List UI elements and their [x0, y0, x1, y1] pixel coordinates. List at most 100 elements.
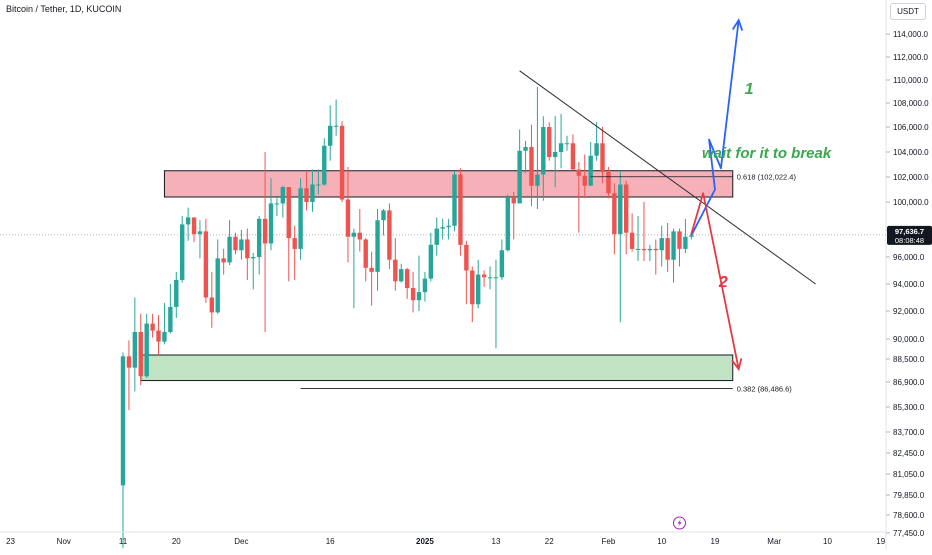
candle-body[interactable]	[541, 127, 546, 175]
price-axis[interactable]: 114,000.0 112,000.0 110,000.0 108,000.0 106,…	[885, 0, 929, 550]
candle-body[interactable]	[304, 188, 309, 202]
candle-body[interactable]	[156, 330, 161, 342]
candle-body[interactable]	[369, 267, 374, 272]
candle-body[interactable]	[665, 238, 670, 260]
candle-body[interactable]	[552, 152, 558, 157]
candle-body[interactable]	[239, 239, 244, 251]
scenario-2-path[interactable]	[690, 192, 740, 370]
resistance-zone[interactable]	[163, 170, 734, 198]
candle-body[interactable]	[422, 278, 428, 293]
candle-body[interactable]	[387, 210, 392, 260]
candle-body[interactable]	[470, 270, 475, 305]
candle-body[interactable]	[481, 274, 487, 278]
candle-body[interactable]	[180, 224, 185, 280]
candle-body[interactable]	[635, 248, 641, 250]
candle-body[interactable]	[150, 323, 155, 331]
candle-body[interactable]	[529, 147, 534, 186]
candle-body[interactable]	[523, 147, 528, 151]
candle-body[interactable]	[351, 232, 357, 237]
candle-body[interactable]	[262, 218, 268, 244]
candle-body[interactable]	[629, 232, 635, 249]
candle-body[interactable]	[594, 143, 599, 156]
candle-body[interactable]	[191, 217, 197, 235]
candle-body[interactable]	[487, 277, 493, 279]
candle-body[interactable]	[339, 125, 345, 200]
candle-body[interactable]	[393, 259, 398, 282]
candle-body[interactable]	[677, 231, 682, 249]
candle-body[interactable]	[399, 269, 404, 282]
candle-body[interactable]	[564, 143, 570, 145]
scenario-1-path[interactable]	[690, 20, 740, 236]
candle-body[interactable]	[126, 356, 132, 368]
candle-body[interactable]	[511, 197, 516, 204]
candle-body[interactable]	[588, 155, 593, 186]
candle-body[interactable]	[256, 218, 262, 257]
candle-body[interactable]	[292, 238, 297, 249]
candle-body[interactable]	[547, 127, 552, 157]
candle-body[interactable]	[251, 257, 256, 259]
candle-body[interactable]	[641, 248, 647, 251]
candle-body[interactable]	[375, 220, 380, 272]
candle-body[interactable]	[576, 169, 582, 176]
drawings-layer[interactable]: 0.618 (102,022.4) 0.382 (86,486.6)	[300, 18, 816, 393]
candle-body[interactable]	[274, 203, 280, 205]
candle-body[interactable]	[428, 244, 434, 279]
candle-body[interactable]	[434, 228, 439, 245]
candle-body[interactable]	[132, 332, 138, 368]
candle-body[interactable]	[440, 227, 445, 229]
candle-body[interactable]	[570, 143, 576, 170]
candle-body[interactable]	[446, 225, 451, 228]
candle-body[interactable]	[233, 236, 238, 251]
candle-body[interactable]	[600, 143, 605, 172]
candle-body[interactable]	[476, 274, 481, 305]
candle-body[interactable]	[618, 184, 623, 235]
candle-body[interactable]	[582, 175, 587, 186]
candle-body[interactable]	[606, 172, 611, 194]
candle-body[interactable]	[174, 279, 179, 307]
candle-body[interactable]	[227, 236, 232, 263]
candle-body[interactable]	[558, 143, 564, 152]
candle-body[interactable]	[286, 187, 291, 239]
candle-body[interactable]	[381, 210, 386, 221]
candle-body[interactable]	[363, 239, 368, 268]
candle-body[interactable]	[416, 292, 422, 301]
candle-body[interactable]	[458, 174, 463, 245]
candle-body[interactable]	[268, 203, 274, 244]
candle-body[interactable]	[221, 258, 226, 263]
candle-body[interactable]	[209, 297, 214, 313]
candle-body[interactable]	[138, 332, 143, 377]
candle-body[interactable]	[328, 125, 333, 146]
candle-body[interactable]	[310, 184, 315, 203]
candle-body[interactable]	[410, 288, 416, 301]
candle-body[interactable]	[647, 248, 653, 251]
candle-body[interactable]	[624, 184, 629, 233]
candle-body[interactable]	[322, 145, 327, 185]
candle-body[interactable]	[168, 306, 173, 332]
time-axis[interactable]: 23 Nov 11 20 Dec 16 2025 13 22 Feb 10 19 Mar 10 19	[0, 531, 886, 546]
candle-body[interactable]	[505, 197, 510, 251]
candle-body[interactable]	[404, 269, 410, 289]
candle-body[interactable]	[653, 248, 658, 251]
descending-trendline[interactable]	[519, 70, 816, 285]
candle-body[interactable]	[535, 174, 540, 186]
currency-badge[interactable]: USDT	[890, 3, 926, 20]
candle-body[interactable]	[144, 323, 149, 377]
candle-body[interactable]	[671, 231, 676, 260]
candle-body[interactable]	[517, 150, 522, 204]
candle-body[interactable]	[333, 125, 339, 127]
candle-body[interactable]	[683, 236, 688, 249]
candle-body[interactable]	[316, 184, 321, 186]
candle-body[interactable]	[185, 217, 191, 225]
candle-body[interactable]	[357, 232, 362, 240]
support-zone[interactable]	[140, 354, 734, 382]
candle-body[interactable]	[120, 356, 126, 486]
candle-body[interactable]	[298, 188, 303, 249]
candle-body[interactable]	[499, 250, 505, 278]
candle-body[interactable]	[280, 187, 286, 204]
current-price-badge[interactable]	[887, 225, 932, 245]
candle-body[interactable]	[203, 231, 209, 298]
candle-body[interactable]	[689, 235, 694, 237]
candle-body[interactable]	[493, 277, 499, 279]
